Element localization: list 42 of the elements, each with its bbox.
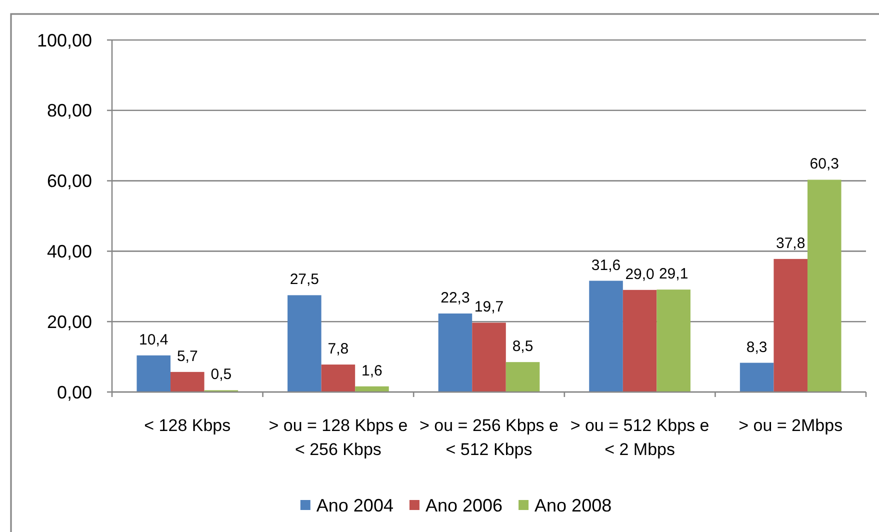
- data-label: 10,4: [139, 331, 168, 348]
- y-tick-label: 60,00: [46, 171, 92, 192]
- data-label: 0,5: [210, 366, 232, 384]
- data-label: 7,8: [328, 340, 349, 358]
- data-label: 29,0: [625, 266, 654, 283]
- data-label: 1,6: [362, 362, 382, 380]
- bar: [622, 290, 657, 392]
- y-tick-label: 0,00: [56, 382, 92, 402]
- data-label: 19,7: [474, 298, 504, 316]
- bar: [807, 180, 842, 392]
- data-label: 22,3: [440, 290, 470, 307]
- y-tick-label: 40,00: [46, 242, 92, 262]
- x-tick-label: > ou = 2Mbps: [738, 416, 843, 435]
- bar: [589, 280, 623, 392]
- x-tick-label: > ou = 128 Kbps e < 256 Kbps: [268, 416, 408, 459]
- bar: [170, 372, 204, 392]
- bar: [288, 295, 322, 392]
- y-tick-label: 20,00: [46, 312, 92, 332]
- data-label: 37,8: [776, 234, 806, 252]
- data-label: 27,5: [290, 271, 320, 288]
- legend-label: Ano 2004: [316, 495, 394, 516]
- data-label: 60,3: [810, 156, 839, 173]
- data-label: 8,5: [512, 338, 534, 356]
- legend-label: Ano 2008: [534, 495, 612, 516]
- x-tick-label: > ou = 512 Kbps e < 2 Mbps: [570, 416, 710, 459]
- bar: [740, 362, 774, 392]
- data-label: 29,1: [658, 266, 688, 283]
- x-tick-label: > ou = 256 Kbps e < 512 Kbps: [420, 416, 558, 459]
- bar: [321, 364, 356, 392]
- data-label: 5,7: [176, 348, 198, 365]
- bar: [656, 290, 690, 392]
- legend-label: Ano 2006: [425, 495, 503, 516]
- bar: [438, 314, 472, 392]
- data-label: 31,6: [591, 256, 621, 274]
- data-label: 8,3: [746, 338, 768, 356]
- x-tick-label: < 128 Kbps: [144, 416, 231, 435]
- bar: [136, 355, 171, 392]
- bar: [506, 362, 540, 392]
- y-tick-label: 100,00: [36, 30, 92, 50]
- bar: [774, 258, 808, 392]
- bar: [472, 322, 506, 392]
- y-tick-label: 80,00: [46, 100, 92, 121]
